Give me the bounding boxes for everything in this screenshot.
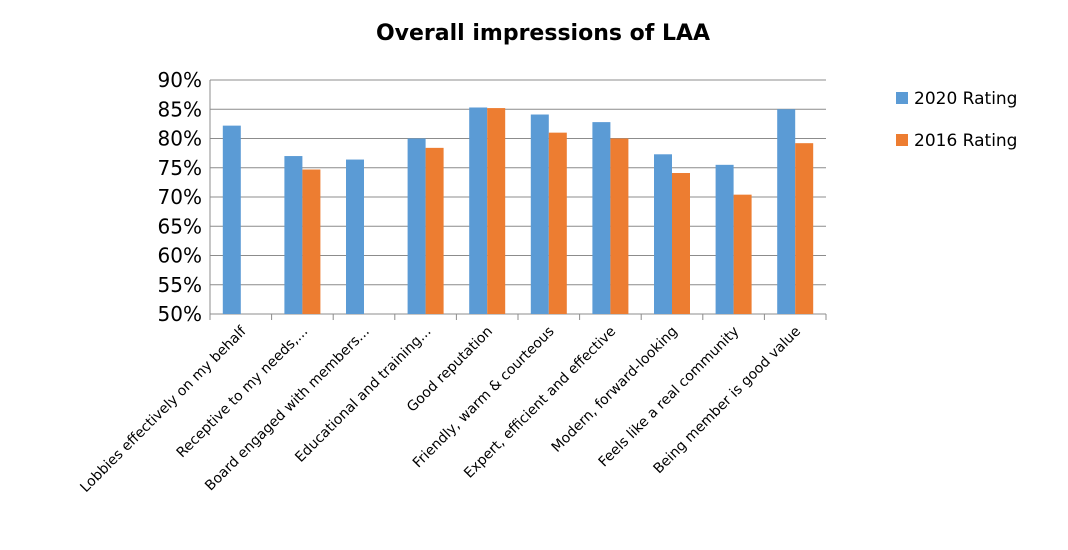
bar-series-2 (487, 108, 506, 314)
bar-series-1 (284, 156, 303, 314)
bar-series-2 (425, 147, 444, 314)
bar-series-2 (795, 143, 814, 314)
bar-series-1 (346, 159, 364, 314)
y-tick-label: 90% (158, 68, 202, 92)
bar-series-1 (530, 114, 549, 314)
y-tick-label: 70% (158, 185, 202, 209)
bar-series-2 (733, 194, 752, 314)
chart-title: Overall impressions of LAA (376, 21, 710, 46)
y-tick-label: 75% (158, 156, 202, 180)
x-tick-label: Modern, forward-looking (549, 324, 681, 456)
bar-series-1 (222, 125, 241, 314)
bar-series-1 (469, 107, 488, 315)
y-tick-label: 85% (158, 97, 202, 121)
y-tick-label: 60% (158, 244, 202, 268)
legend-swatch (896, 134, 908, 146)
bar-series-2 (548, 132, 567, 314)
y-tick-label: 55% (158, 273, 202, 297)
bar-series-1 (715, 164, 734, 314)
legend-label: 2016 Rating (914, 131, 1017, 151)
x-axis-ticks: Lobbies effectively on my behalfReceptiv… (77, 323, 804, 496)
legend-swatch (896, 92, 908, 104)
bar-series-1 (777, 109, 796, 314)
legend-label: 2020 Rating (914, 89, 1017, 109)
bars (222, 107, 814, 315)
x-tick-label: Receptive to my needs,... (174, 324, 312, 462)
bar-series-2 (302, 169, 321, 314)
y-tick-label: 65% (158, 214, 202, 238)
legend: 2020 Rating 2016 Rating (896, 89, 1017, 151)
bar-series-2 (672, 173, 690, 314)
y-tick-label: 80% (158, 127, 202, 151)
y-tick-label: 50% (158, 302, 202, 326)
bar-series-1 (592, 122, 611, 315)
x-axis (209, 80, 827, 320)
bar-series-2 (610, 138, 629, 314)
bar-series-1 (407, 138, 426, 314)
y-axis-ticks: 50% 55% 60% 65% 70% 75% 80% 85% 90% (158, 68, 202, 326)
bar-series-1 (654, 154, 672, 314)
